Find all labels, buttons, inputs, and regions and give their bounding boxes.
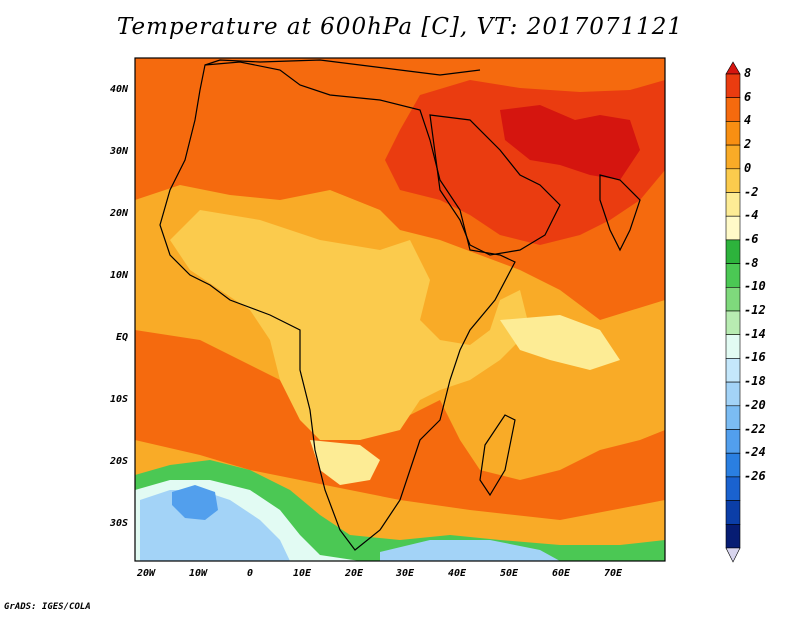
colorbar-swatch <box>725 523 741 549</box>
field-cool <box>310 440 380 485</box>
colorbar-label: -2 <box>744 184 759 199</box>
lon-label: 20W <box>136 568 156 579</box>
lon-label: 10W <box>188 568 208 579</box>
colorbar-label: -20 <box>744 397 766 412</box>
colorbar-swatch <box>725 452 741 478</box>
colorbar-swatch <box>725 358 741 383</box>
coastlines <box>159 59 641 551</box>
lon-label: 10E <box>292 568 312 579</box>
colorbar-label: 2 <box>744 137 752 152</box>
colorbar-label: 4 <box>744 113 752 128</box>
colorbar-label: -24 <box>744 445 766 460</box>
lon-label: 20E <box>344 568 364 579</box>
colorbar-label: -22 <box>744 421 766 436</box>
lon-label: 0 <box>246 568 254 579</box>
colorbar-swatch <box>725 334 741 359</box>
colorbar-swatch <box>725 144 741 170</box>
colorbar-label: -6 <box>744 231 759 246</box>
lon-label: 50E <box>499 568 519 579</box>
colorbar-swatch <box>725 263 741 288</box>
arabia-coast <box>429 114 561 256</box>
colorbar-label: -16 <box>744 350 766 365</box>
colorbar-label: 6 <box>744 89 752 104</box>
africa-coast <box>159 61 516 551</box>
field-coldest <box>172 485 218 520</box>
plot-frame <box>134 57 666 562</box>
europe-coast <box>204 59 481 76</box>
lat-label: 40N <box>109 84 128 95</box>
colorbar-label: 0 <box>744 160 752 175</box>
colorbar-swatch <box>725 547 741 563</box>
colorbar-swatch <box>725 97 741 122</box>
colorbar-label: -4 <box>744 208 759 223</box>
map-title: Temperature at 600hPa [C], VT: 201707112… <box>116 14 684 40</box>
colorbar-swatch <box>725 239 741 264</box>
colorbar-swatch <box>725 168 741 193</box>
colorbar-label: -12 <box>744 303 766 317</box>
lat-label: 20S <box>109 456 128 467</box>
lon-label: 30E <box>395 568 415 579</box>
lat-label: 20N <box>109 208 128 219</box>
field-colder-2 <box>380 540 560 561</box>
colorbar-label: -10 <box>744 279 766 294</box>
madagascar-coast <box>479 414 516 497</box>
lat-label: 10N <box>109 270 128 281</box>
lon-label: 70E <box>603 568 623 579</box>
colorbar-swatch <box>725 286 741 312</box>
colorbar-swatch <box>725 429 741 454</box>
colorbar-swatch <box>725 476 741 501</box>
field-africa-land <box>170 210 530 440</box>
field-very-hot-core <box>500 105 640 180</box>
colorbar-swatch <box>725 215 741 241</box>
colorbar-swatch <box>725 61 741 75</box>
colorbar-swatch <box>725 192 741 217</box>
colorbar-swatch <box>725 121 741 146</box>
field-cool-2 <box>500 315 620 370</box>
lat-label: EQ <box>115 332 128 343</box>
colorbar-label: -26 <box>744 468 766 483</box>
colorbar-label: 8 <box>744 66 752 80</box>
lat-label: 10S <box>109 394 128 405</box>
colorbar-swatch <box>725 500 741 525</box>
lat-label: 30S <box>109 518 128 529</box>
colorbar-label: -18 <box>744 374 766 389</box>
colorbar-swatch <box>725 73 741 99</box>
colorbar <box>725 61 741 563</box>
colorbar-swatch <box>725 310 741 336</box>
india-coast <box>599 174 641 252</box>
credit-text: GrADS: IGES/COLA <box>4 602 91 612</box>
lat-label: 30N <box>109 146 128 157</box>
colorbar-label: -14 <box>744 326 766 341</box>
lon-label: 60E <box>551 568 571 579</box>
lon-label: 40E <box>447 568 467 579</box>
temperature-field <box>135 58 665 561</box>
colorbar-swatch <box>725 381 741 407</box>
colorbar-swatch <box>725 405 741 430</box>
colorbar-label: -8 <box>744 255 759 270</box>
